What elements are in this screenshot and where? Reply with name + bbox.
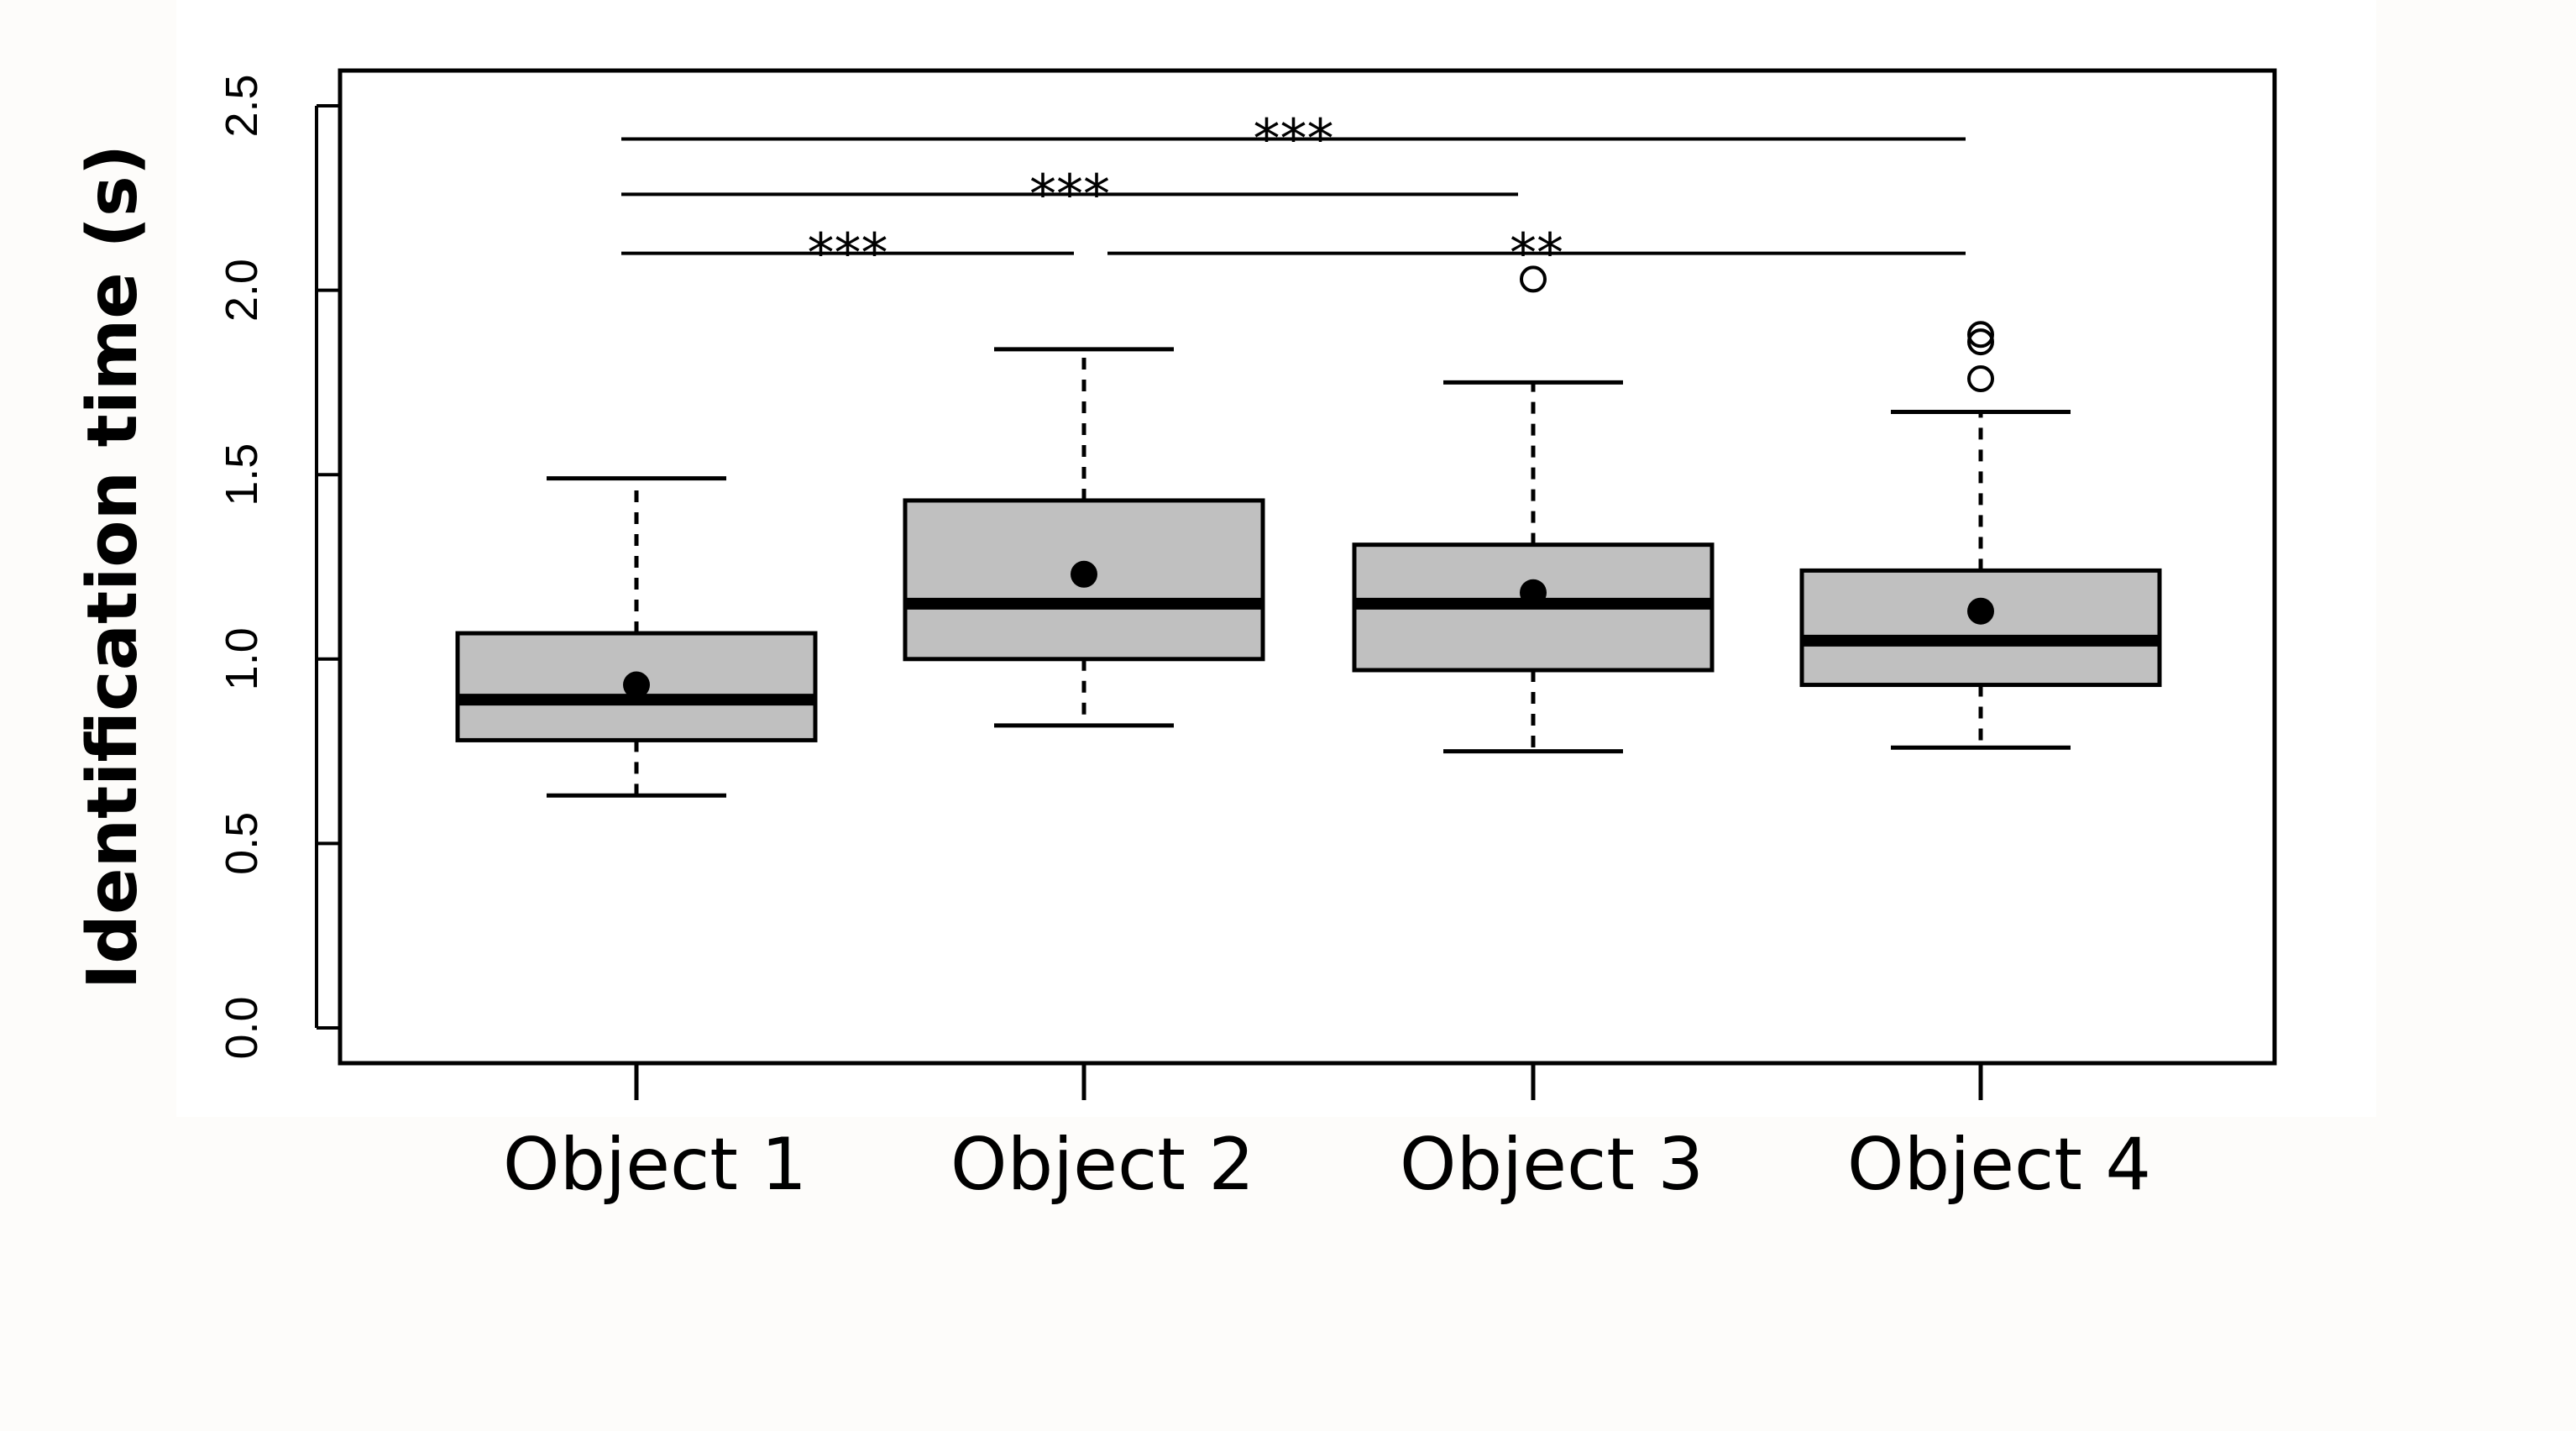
significance-brackets: *** ********	[621, 109, 1966, 286]
outlier-point	[1520, 265, 1547, 293]
y-tick-label: 2.5	[217, 74, 267, 137]
outlier-point	[1967, 321, 1994, 349]
significance-label: **	[1510, 223, 1563, 286]
y-tick-label: 1.5	[217, 443, 267, 506]
mean-point	[1967, 597, 1994, 625]
y-tick-label: 2.0	[217, 259, 267, 322]
box-group	[455, 476, 818, 798]
significance-bracket: ***	[621, 223, 1074, 286]
chart-background	[176, 0, 2376, 1117]
x-axis: Object 1 Object 2 Object 3 Object 4	[503, 1063, 2151, 1207]
plot-frame	[338, 68, 2277, 1066]
y-tick-label: 1.0	[217, 627, 267, 690]
box-iqr	[1799, 568, 2162, 688]
mean-point	[1520, 579, 1547, 606]
significance-label: ***	[1254, 109, 1334, 171]
box-group	[1799, 321, 2162, 750]
mean-point	[623, 671, 650, 699]
outlier-point	[1967, 365, 1994, 393]
x-tick-label: Object 3	[1400, 1123, 1704, 1207]
box-group	[1352, 265, 1715, 754]
box-series	[455, 265, 2162, 798]
x-tick-label: Object 4	[1847, 1123, 2151, 1207]
significance-bracket: ***	[621, 164, 1518, 226]
significance-label: ***	[808, 223, 888, 286]
y-axis-label: Identification time (s)	[73, 144, 153, 989]
y-tick-label: 0.5	[217, 812, 267, 875]
significance-label: ***	[1029, 164, 1110, 226]
y-tick-label: 0.0	[217, 996, 267, 1059]
x-tick-label: Object 1	[503, 1123, 807, 1207]
box-group	[903, 347, 1265, 728]
x-tick-label: Object 2	[950, 1123, 1254, 1207]
y-axis: 0.0 0.5 1.0 1.5 2.0 2.5	[217, 74, 340, 1060]
mean-point	[1071, 560, 1097, 588]
significance-bracket: ***	[621, 109, 1966, 171]
outlier-point	[1967, 328, 1994, 356]
significance-bracket: **	[1107, 223, 1966, 286]
